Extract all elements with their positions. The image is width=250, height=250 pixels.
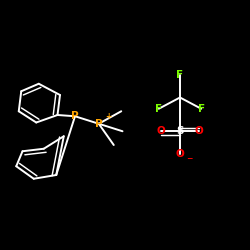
Text: −: − <box>186 154 193 163</box>
Text: O: O <box>194 126 203 136</box>
Text: P: P <box>95 119 102 129</box>
Text: P: P <box>71 111 79 121</box>
Text: F: F <box>198 104 205 114</box>
Text: S: S <box>176 126 184 136</box>
Text: F: F <box>155 104 162 114</box>
Text: O: O <box>176 149 184 159</box>
Text: O: O <box>157 126 166 136</box>
Text: F: F <box>176 70 184 80</box>
Text: +: + <box>105 112 112 121</box>
